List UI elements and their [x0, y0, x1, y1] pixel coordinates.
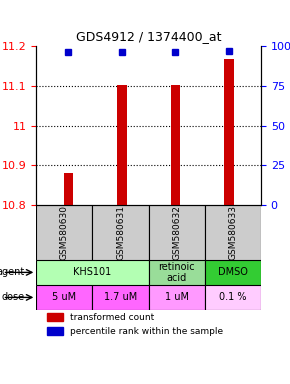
FancyBboxPatch shape	[205, 205, 261, 260]
Bar	[117, 85, 127, 205]
FancyBboxPatch shape	[205, 285, 261, 310]
Text: retinoic
acid: retinoic acid	[158, 262, 195, 283]
Text: GSM580633: GSM580633	[229, 205, 238, 260]
Bar	[224, 59, 234, 205]
Text: DMSO: DMSO	[218, 267, 248, 277]
FancyBboxPatch shape	[205, 260, 261, 285]
Text: agent: agent	[0, 267, 25, 277]
FancyBboxPatch shape	[36, 285, 93, 310]
Text: KHS101: KHS101	[73, 267, 112, 277]
Text: GSM580630: GSM580630	[60, 205, 69, 260]
FancyBboxPatch shape	[36, 260, 148, 285]
Bar	[48, 313, 63, 321]
FancyBboxPatch shape	[93, 205, 148, 260]
Title: GDS4912 / 1374400_at: GDS4912 / 1374400_at	[76, 30, 221, 43]
FancyBboxPatch shape	[93, 285, 148, 310]
Text: 0.1 %: 0.1 %	[219, 292, 247, 303]
Bar	[64, 173, 73, 205]
Text: 1.7 uM: 1.7 uM	[104, 292, 137, 303]
FancyBboxPatch shape	[148, 285, 205, 310]
Text: GSM580631: GSM580631	[116, 205, 125, 260]
Text: percentile rank within the sample: percentile rank within the sample	[70, 327, 223, 336]
Text: 1 uM: 1 uM	[165, 292, 189, 303]
Text: dose: dose	[2, 292, 25, 303]
Text: 5 uM: 5 uM	[52, 292, 76, 303]
Text: transformed count: transformed count	[70, 313, 154, 322]
Bar	[171, 85, 180, 205]
FancyBboxPatch shape	[148, 260, 205, 285]
FancyBboxPatch shape	[148, 205, 205, 260]
Bar	[48, 328, 63, 335]
Text: GSM580632: GSM580632	[172, 205, 181, 260]
FancyBboxPatch shape	[36, 205, 93, 260]
